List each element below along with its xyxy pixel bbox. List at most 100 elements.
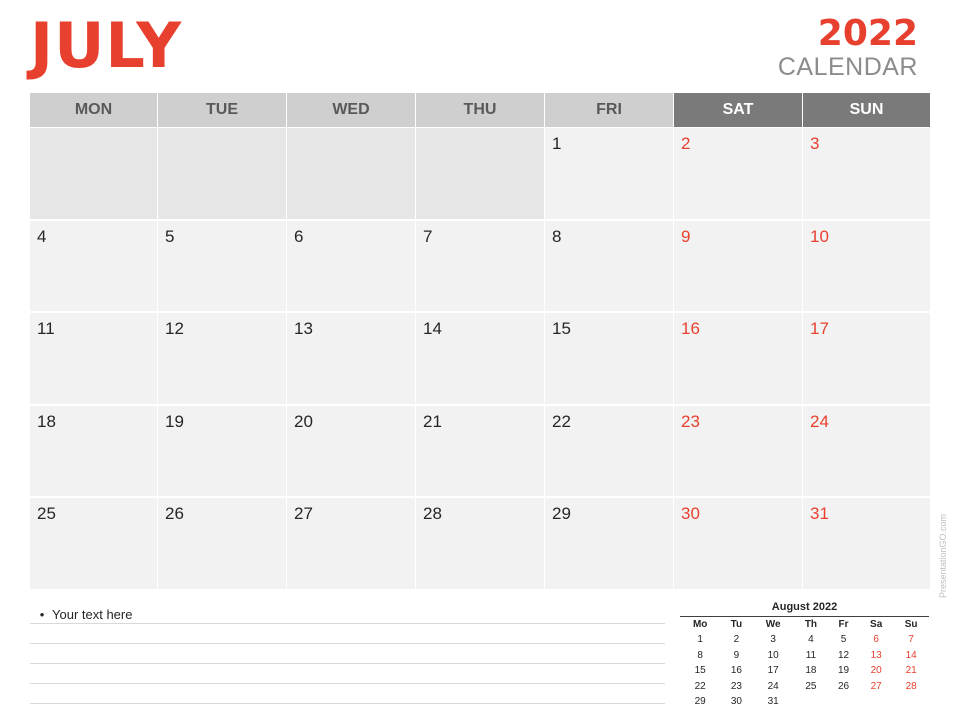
- bullet-icon: •: [39, 607, 45, 622]
- day-cell[interactable]: 22: [545, 404, 674, 498]
- day-number: 28: [423, 504, 442, 524]
- mini-day: 25: [805, 680, 817, 692]
- day-cell[interactable]: 5: [158, 219, 287, 313]
- day-cell[interactable]: 27: [287, 497, 416, 590]
- day-number: 17: [810, 319, 829, 339]
- note-line[interactable]: [30, 684, 665, 704]
- weekday-header-fri: FRI: [545, 93, 674, 127]
- day-cell[interactable]: 28: [416, 497, 545, 590]
- day-cell-empty[interactable]: [30, 127, 158, 220]
- day-cell[interactable]: 17: [803, 312, 931, 405]
- mini-day: 24: [767, 680, 779, 692]
- day-number: 16: [681, 319, 700, 339]
- day-number: 21: [423, 411, 442, 431]
- day-cell[interactable]: 25: [30, 497, 158, 590]
- note-line[interactable]: [30, 644, 665, 664]
- mini-day: 17: [767, 665, 779, 677]
- mini-day: 4: [808, 634, 814, 646]
- day-cell[interactable]: 18: [30, 404, 158, 498]
- day-number: 1: [552, 134, 562, 153]
- day-cell[interactable]: 23: [674, 404, 803, 498]
- mini-calendar-august: August 2022 Mo Tu We Th Fr Sa Su 1 2 3 4 5 6 7 8 9 10 11…: [680, 600, 929, 710]
- day-cell-empty[interactable]: [287, 127, 416, 220]
- day-cell[interactable]: 9: [674, 219, 803, 313]
- mini-day: 22: [694, 680, 706, 692]
- mini-calendar-title: August 2022: [680, 600, 929, 617]
- calendar-subtitle: CALENDAR: [777, 53, 918, 81]
- day-cell[interactable]: 8: [545, 219, 674, 313]
- day-cell[interactable]: 20: [287, 404, 416, 498]
- mini-day: 23: [730, 680, 742, 692]
- watermark: PresentationGO.com: [938, 513, 948, 598]
- day-cell[interactable]: 15: [545, 312, 674, 405]
- mini-calendar-table: Mo Tu We Th Fr Sa Su 1 2 3 4 5 6 7 8 9 10 11 12 13 14 15 16 17…: [680, 617, 929, 710]
- day-cell[interactable]: 30: [674, 497, 803, 590]
- day-cell[interactable]: 14: [416, 312, 545, 405]
- day-number: 7: [423, 226, 433, 246]
- mini-day: 20: [870, 665, 882, 677]
- day-number: 23: [681, 411, 700, 431]
- day-number: 10: [810, 226, 829, 246]
- mini-day: [828, 694, 859, 710]
- note-line[interactable]: [30, 664, 665, 684]
- weekday-header-mon: MON: [30, 93, 158, 127]
- day-cell[interactable]: 26: [158, 497, 287, 590]
- mini-day: 26: [837, 680, 850, 692]
- day-cell[interactable]: 10: [803, 219, 931, 313]
- day-cell[interactable]: 6: [287, 219, 416, 313]
- day-number: 14: [423, 319, 442, 339]
- day-cell[interactable]: 13: [287, 312, 416, 405]
- mini-day: 12: [837, 649, 850, 661]
- day-number: 22: [552, 411, 571, 431]
- day-cell[interactable]: 19: [158, 404, 287, 498]
- day-cell[interactable]: 4: [30, 219, 158, 313]
- day-cell[interactable]: 1: [545, 127, 674, 220]
- day-cell[interactable]: 29: [545, 497, 674, 590]
- mini-weekday-header: Tu: [730, 619, 743, 630]
- mini-week-row: 22 23 24 25 26 27 28: [680, 679, 929, 695]
- mini-day: 18: [805, 665, 817, 677]
- day-number: 3: [810, 134, 820, 153]
- day-number: 6: [294, 226, 304, 246]
- note-line[interactable]: • Your text here: [30, 604, 665, 624]
- day-cell[interactable]: 3: [803, 127, 931, 220]
- day-number: 26: [165, 504, 184, 524]
- day-number: 5: [165, 226, 175, 246]
- year-label: 2022: [817, 13, 918, 54]
- day-cell-empty[interactable]: [158, 127, 287, 220]
- mini-day: 13: [870, 649, 882, 661]
- day-cell[interactable]: 31: [803, 497, 931, 590]
- weekday-header-thu: THU: [416, 93, 545, 127]
- mini-week-row: 8 9 10 11 12 13 14: [680, 648, 929, 664]
- mini-week-row: 29 30 31: [680, 694, 929, 710]
- day-cell[interactable]: 7: [416, 219, 545, 313]
- mini-day: 21: [905, 665, 917, 677]
- day-number: 11: [37, 319, 55, 339]
- day-cell[interactable]: 16: [674, 312, 803, 405]
- notes-area[interactable]: • Your text here: [30, 604, 665, 704]
- mini-weekday-header: Su: [904, 619, 918, 630]
- mini-day: 1: [697, 634, 703, 646]
- mini-day: 2: [733, 634, 740, 646]
- mini-day: 10: [767, 649, 779, 661]
- day-cell[interactable]: 11: [30, 312, 158, 405]
- mini-day: 29: [694, 696, 706, 708]
- note-line[interactable]: [30, 624, 665, 644]
- mini-weekday-header: Mo: [692, 619, 708, 630]
- day-number: 2: [681, 134, 691, 153]
- mini-day: 14: [905, 649, 917, 661]
- day-number: 29: [552, 504, 571, 524]
- day-cell[interactable]: 24: [803, 404, 931, 498]
- day-number: 13: [294, 319, 313, 339]
- day-cell-empty[interactable]: [416, 127, 545, 220]
- mini-week-row: 1 2 3 4 5 6 7: [680, 632, 929, 648]
- note-text[interactable]: Your text here: [52, 607, 133, 622]
- mini-day: 27: [870, 680, 882, 692]
- month-title: JULY: [30, 9, 183, 82]
- day-cell[interactable]: 2: [674, 127, 803, 220]
- day-number: 15: [552, 319, 571, 339]
- day-cell[interactable]: 21: [416, 404, 545, 498]
- mini-weekday-header: We: [765, 619, 781, 630]
- weekday-header-wed: WED: [287, 93, 416, 127]
- day-cell[interactable]: 12: [158, 312, 287, 405]
